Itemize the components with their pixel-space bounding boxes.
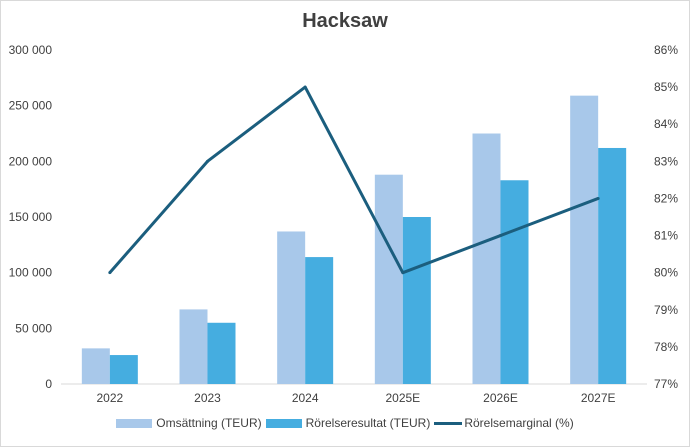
legend-item-omsattning: Omsättning (TEUR) [116,416,262,430]
line-point-rorelsemarginal [596,196,600,200]
legend-swatch-rorelseresultat [265,418,302,428]
legend-label-rorelseresultat: Rörelseresultat (TEUR) [305,416,431,430]
bar-omsattning [277,231,306,384]
y-right-tick-label: 77% [654,377,678,391]
line-point-rorelsemarginal [499,234,502,238]
bar-rorelseresultat [598,147,627,384]
x-tick-label: 2022 [96,391,123,405]
y-right-tick-label: 85% [654,80,678,94]
y-right-tick-label: 83% [654,154,678,168]
legend-item-rorelsemarginal: Rörelsemarginal (%) [434,416,574,430]
x-tick-label: 2023 [194,391,221,405]
y-right-tick-label: 82% [654,191,678,205]
legend-swatch-rorelsemarginal [434,421,463,425]
y-left-tick-label: 100 000 [9,266,53,280]
y-left-tick-label: 250 000 [9,99,53,113]
y-right-tick-label: 86% [654,43,678,57]
bar-rorelseresultat [305,257,334,384]
legend-label-rorelsemarginal: Rörelsemarginal (%) [464,416,574,430]
bar-rorelseresultat [109,355,138,384]
y-left-tick-label: 0 [45,377,52,391]
line-point-rorelsemarginal [303,85,307,89]
y-right-tick-label: 84% [654,117,678,131]
y-left-tick-label: 50 000 [15,321,52,335]
y-right-tick-label: 80% [654,266,678,280]
bar-omsattning [81,348,110,384]
bar-rorelseresultat [402,217,431,384]
bar-rorelseresultat [500,180,529,384]
bar-omsattning [374,174,403,384]
legend-label-omsattning: Omsättning (TEUR) [156,416,262,430]
y-left-tick-label: 200 000 [9,154,53,168]
chart-title: Hacksaw [302,10,388,32]
y-right-tick-label: 79% [654,303,678,317]
line-rorelsemarginal [108,85,599,275]
line-point-rorelsemarginal [401,271,405,275]
x-tick-label: 2026E [483,391,518,405]
bar-omsattning [179,309,208,384]
y-right-tick-label: 81% [654,229,678,243]
bar-omsattning [570,95,599,384]
x-tick-label: 2024 [292,391,319,405]
line-point-rorelsemarginal [108,271,112,275]
x-tick-label: 2025E [385,391,420,405]
y-right-tick-label: 78% [654,340,678,354]
y-left-tick-label: 300 000 [9,43,53,57]
chart-legend: Omsättning (TEUR) Rörelseresultat (TEUR)… [0,416,690,430]
legend-swatch-omsattning [116,418,153,428]
y-left-tick-label: 150 000 [9,210,53,224]
bar-omsattning [472,133,501,384]
bar-rorelseresultat [207,322,236,384]
line-point-rorelsemarginal [206,159,209,163]
legend-item-rorelseresultat: Rörelseresultat (TEUR) [265,416,431,430]
x-tick-label: 2027E [581,391,616,405]
